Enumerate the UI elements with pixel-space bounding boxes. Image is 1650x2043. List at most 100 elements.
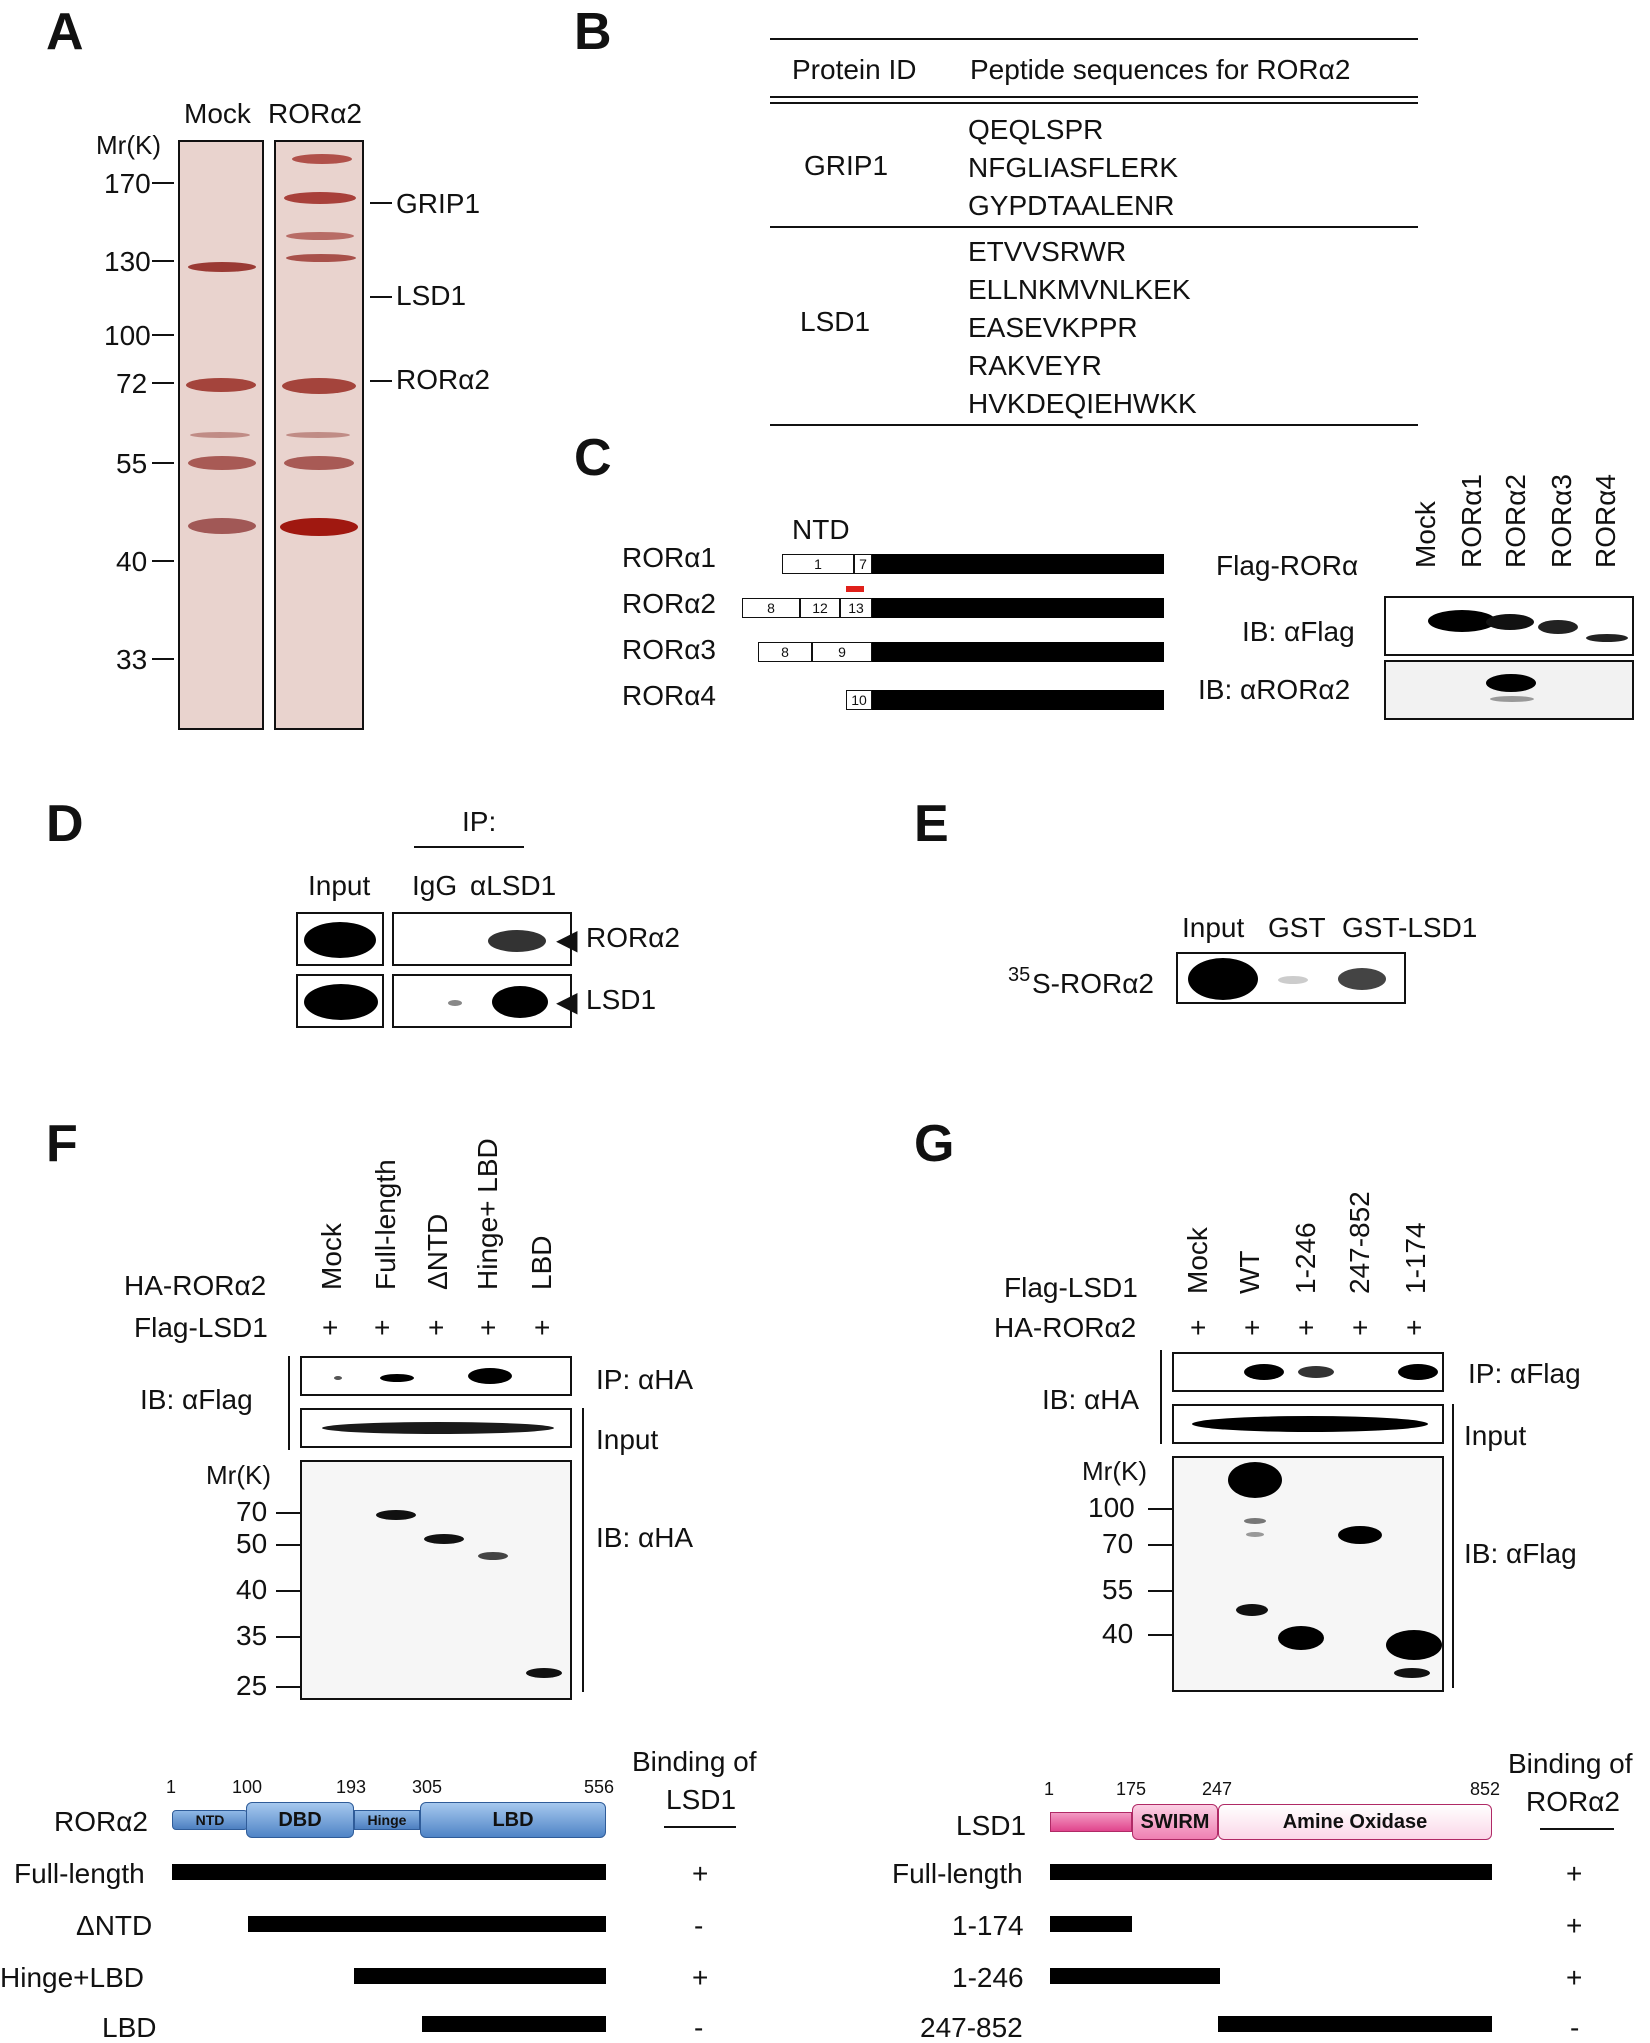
input-label: Input	[308, 870, 371, 901]
marker: 40	[116, 546, 148, 577]
construct-label: LBD	[102, 2012, 157, 2043]
binding-result: +	[1566, 1858, 1583, 1889]
tick	[152, 382, 174, 384]
ip-rule	[414, 846, 524, 848]
bracket	[1160, 1350, 1162, 1444]
tick	[370, 202, 392, 204]
lane-label: RORα4	[1590, 474, 1621, 568]
construct-label: Full-length	[892, 1858, 1023, 1889]
tick	[1148, 1634, 1172, 1636]
igg-label: IgG	[412, 870, 458, 901]
binding-rule	[1540, 1828, 1614, 1830]
construct-bar	[1050, 1864, 1492, 1880]
blot-ip-lsd1	[392, 974, 572, 1028]
table-peptide: ELLNKMVNLKEK	[968, 274, 1191, 305]
exon: 9	[812, 642, 872, 662]
tick	[370, 296, 392, 298]
marker: 170	[104, 168, 151, 199]
lane-label: RORα1	[1456, 474, 1487, 568]
arrow-icon: ◀	[556, 986, 578, 1017]
probe-label: S-RORα2	[1032, 968, 1154, 999]
position-label: 100	[232, 1777, 263, 1797]
isoform-label: RORα3	[622, 634, 716, 665]
lane-label: Mock	[316, 1223, 347, 1290]
construct-label: 247-852	[920, 2012, 1023, 2043]
binding-title: LSD1	[666, 1784, 737, 1815]
domain-lbd: LBD	[420, 1802, 606, 1838]
gst-lsd1-label: GST-LSD1	[1342, 912, 1478, 943]
tick	[1148, 1544, 1172, 1546]
flag-rora-label: Flag-RORα	[1216, 550, 1359, 581]
table-rule	[770, 102, 1418, 104]
gel-lane-mock	[178, 140, 264, 730]
lane-label: RORα2	[1500, 474, 1531, 568]
input-label: Input	[1182, 912, 1245, 943]
exon: 13	[840, 598, 872, 618]
table-peptide: QEQLSPR	[968, 114, 1104, 145]
ha-rora2-label: HA-RORα2	[124, 1270, 267, 1301]
binding-result: -	[1570, 2012, 1580, 2043]
table-top-rule	[770, 38, 1418, 40]
flag-lsd1-label: Flag-LSD1	[1004, 1272, 1138, 1303]
table-peptide: EASEVKPPR	[968, 312, 1138, 343]
position-label: 305	[412, 1777, 443, 1797]
gst-label: GST	[1268, 912, 1326, 943]
mr-label: Mr(K)	[206, 1460, 271, 1490]
blot-input-ha	[1172, 1404, 1444, 1444]
marker: 55	[1102, 1574, 1134, 1605]
ib-flag-label: IB: αFlag	[1464, 1538, 1577, 1569]
mr-label: Mr(K)	[1082, 1456, 1147, 1486]
marker: 100	[1088, 1492, 1135, 1523]
position-label: 175	[1116, 1779, 1147, 1799]
table-header-protein-id: Protein ID	[792, 54, 917, 85]
domain-ntd-region	[1050, 1812, 1132, 1832]
construct-label: 1-246	[952, 1962, 1024, 1993]
gel-lane-rora2	[274, 140, 364, 730]
domain-title: LSD1	[956, 1810, 1027, 1841]
marker: 40	[236, 1574, 268, 1605]
domain-hinge: Hinge	[354, 1810, 420, 1830]
ha-rora2-label: HA-RORα2	[994, 1312, 1137, 1343]
construct-bar	[354, 1968, 606, 1984]
marker: 55	[116, 448, 148, 479]
bracket	[582, 1408, 584, 1692]
bracket	[1452, 1404, 1454, 1688]
position-label: 193	[336, 1777, 367, 1797]
binding-title: Binding of	[1508, 1748, 1633, 1779]
plus-sign: +	[322, 1312, 339, 1343]
isotope-superscript: 35	[1008, 964, 1031, 986]
alsd1-label: αLSD1	[470, 870, 557, 901]
construct-bar	[1050, 1916, 1132, 1932]
position-label: 556	[584, 1777, 615, 1797]
lane-label: RORα3	[1546, 474, 1577, 568]
blot-flag	[1384, 596, 1634, 656]
exon: 8	[742, 598, 800, 618]
construct-bar	[1218, 2016, 1492, 2032]
lane-label: 247-852	[1344, 1191, 1375, 1294]
exon: 1	[782, 554, 854, 574]
table-peptide: NFGLIASFLERK	[968, 152, 1179, 183]
ib-ha-label: IB: αHA	[596, 1522, 694, 1553]
position-label: 1	[1044, 1779, 1055, 1799]
tick	[152, 182, 174, 184]
plus-sign: +	[480, 1312, 497, 1343]
lane-rora2-label: RORα2	[268, 98, 362, 129]
binding-result: +	[1566, 1910, 1583, 1941]
construct-label: ΔNTD	[76, 1910, 153, 1941]
isoform-common-region	[872, 690, 1164, 710]
table-peptide: GYPDTAALENR	[968, 190, 1175, 221]
table-protein-lsd1: LSD1	[800, 306, 871, 337]
binding-title: RORα2	[1526, 1786, 1620, 1817]
blot-ip-ha	[300, 1356, 572, 1396]
plus-sign: +	[1244, 1312, 1261, 1343]
ip-flag-label: IP: αFlag	[1468, 1358, 1581, 1389]
tick	[152, 334, 174, 336]
band-label-grip1: GRIP1	[396, 188, 481, 219]
blot-ib-ha	[300, 1460, 572, 1700]
ib-flag-label: IB: αFlag	[1242, 616, 1355, 647]
isoform-common-region	[872, 598, 1164, 618]
tick	[370, 380, 392, 382]
tick	[1148, 1508, 1172, 1510]
lane-label: 1-246	[1290, 1222, 1321, 1294]
blot-input-lsd1	[296, 974, 384, 1028]
